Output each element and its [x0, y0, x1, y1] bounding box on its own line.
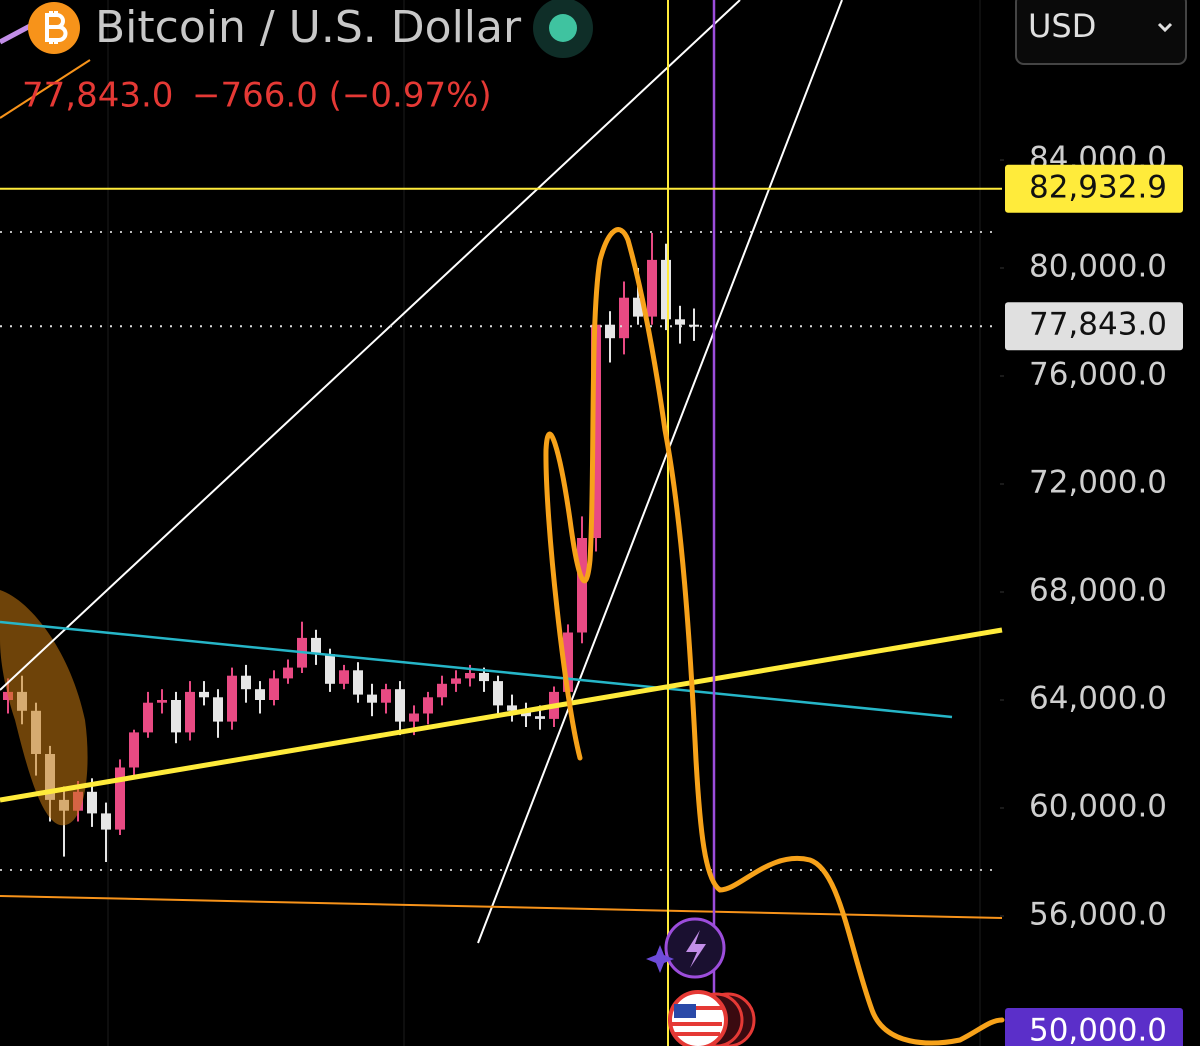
candle-body — [325, 654, 335, 684]
flag — [696, 1006, 722, 1010]
candle-body — [241, 675, 251, 690]
price-tag — [1005, 164, 1183, 213]
candle-body — [171, 699, 181, 733]
candle-body — [451, 678, 461, 684]
candle-body — [367, 694, 377, 703]
header: Bitcoin / U.S. Dollar 77,843.0 −766.0 (−… — [22, 0, 1187, 116]
price-axis: 84,000.080,000.076,000.072,000.068,000.0… — [0, 141, 1183, 1046]
lightning — [686, 930, 706, 968]
symbol-title: Bitcoin / U.S. Dollar — [95, 2, 522, 53]
candle-body — [87, 791, 97, 814]
trend-line — [0, 59, 91, 119]
candle-body — [465, 672, 475, 679]
price-change: −766.0 (−0.97%) — [192, 76, 492, 116]
candle-body — [129, 732, 139, 768]
candle-body — [353, 670, 363, 695]
grid — [0, 0, 1000, 1046]
y-tick-label: 68,000.0 — [1029, 572, 1167, 608]
y-tick-label: 64,000.0 — [1029, 680, 1167, 716]
candle-body — [647, 259, 657, 317]
y-tick-label: 72,000.0 — [1029, 464, 1167, 500]
candle-body — [157, 699, 167, 703]
trend-line — [477, 0, 843, 944]
candle-body — [479, 672, 489, 682]
candle-body — [675, 319, 685, 325]
candle-body — [381, 689, 391, 703]
candle-body — [437, 683, 447, 698]
candle-body — [689, 324, 699, 327]
candle-body — [3, 691, 13, 700]
freehand-curve — [543, 227, 1005, 1046]
flag — [674, 1032, 720, 1036]
candle-body — [493, 681, 503, 706]
candle-body — [283, 667, 293, 679]
candle-body — [227, 675, 237, 722]
candle-body — [633, 297, 643, 317]
candle-body — [661, 259, 671, 320]
candle-body — [311, 637, 321, 655]
price-tag-label: 50,000.0 — [1029, 1013, 1167, 1046]
y-tick-label: 60,000.0 — [1029, 788, 1167, 824]
candle-body — [409, 713, 419, 722]
highlight-blob — [0, 590, 88, 826]
currency-select[interactable] — [1015, 0, 1187, 65]
event-icons — [646, 917, 756, 1046]
trend-line — [0, 0, 741, 691]
candle-body — [185, 691, 195, 733]
candle-body — [269, 678, 279, 700]
candle-body — [535, 716, 545, 719]
trend-line — [0, 627, 1003, 803]
event-icon[interactable] — [668, 990, 728, 1046]
candle-body — [395, 689, 405, 722]
flag — [672, 1022, 722, 1026]
drawings — [0, 0, 1005, 1046]
currency-label: USD — [1028, 7, 1096, 45]
y-tick-label: 56,000.0 — [1029, 896, 1167, 932]
y-tick-label: 76,000.0 — [1029, 356, 1167, 392]
last-price-tag-label: 77,843.0 — [1029, 307, 1167, 343]
chevron — [1157, 22, 1173, 33]
candle-body — [101, 813, 111, 830]
y-tick-label: 80,000.0 — [1029, 249, 1167, 285]
trend-line — [0, 895, 1003, 919]
btc-glyph — [45, 11, 68, 44]
candle-body — [255, 689, 265, 700]
candle-body — [199, 691, 209, 698]
sparkle — [646, 945, 674, 973]
last-price-tag — [1005, 302, 1183, 351]
candle-body — [115, 767, 125, 830]
status-dot — [549, 14, 577, 42]
candle-body — [339, 670, 349, 684]
last-price: 77,843.0 — [22, 76, 173, 116]
candle-body — [619, 297, 629, 339]
candle-body — [563, 632, 573, 692]
candle-body — [591, 324, 601, 538]
flag — [674, 1004, 696, 1018]
candle-body — [213, 697, 223, 722]
trend-line — [0, 620, 953, 719]
price-tag — [1005, 1008, 1183, 1046]
candle-body — [605, 324, 615, 339]
price-tag-label: 82,932.9 — [1029, 169, 1167, 205]
candle-body — [143, 702, 153, 733]
candle-body — [521, 710, 531, 717]
candle-body — [423, 697, 433, 714]
candle-body — [577, 537, 587, 633]
candle-body — [507, 705, 517, 711]
